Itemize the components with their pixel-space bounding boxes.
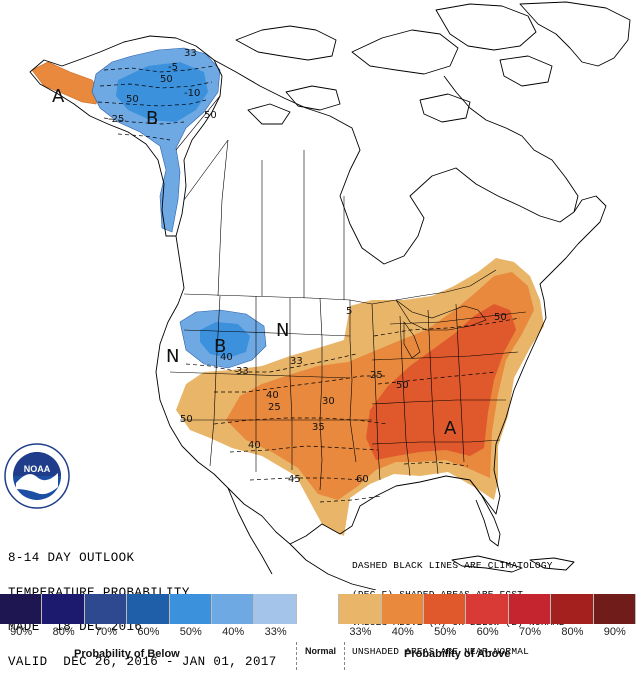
legend-swatch (296, 594, 340, 624)
region-letters: A B B N N A (52, 86, 457, 439)
legend-swatch (0, 594, 43, 624)
legend-percent-label: 70% (94, 626, 118, 638)
outlook-title-block: 8-14 DAY OUTLOOK TEMPERATURE PROBABILITY… (8, 530, 277, 680)
legend-percent-label: 40% (222, 626, 245, 638)
probability-legend-labels: 90% 80% 70% 60% 50% 40% 33% 33% 40% 50% 60% 70% 80% 9… (0, 626, 636, 640)
legend-separator (296, 642, 298, 670)
probability-color-bar (0, 594, 636, 624)
note-line: DASHED BLACK LINES ARE CLIMATOLOGY (352, 560, 553, 571)
contour-label: 5 (346, 306, 352, 317)
contour-label: 33 (184, 48, 197, 59)
legend-percent-label: 33% (264, 626, 287, 638)
legend-percent-label: 80% (52, 626, 75, 638)
legend-percent-label: 50% (179, 626, 202, 638)
normal-caption: Normal (305, 646, 337, 656)
contour-label: 30 (322, 396, 335, 407)
note-line: UNSHADED AREAS ARE NEAR-NORMAL (352, 645, 530, 657)
northwest-below-letter: B (214, 336, 226, 357)
legend-swatch (593, 594, 636, 624)
legend-percent-label: 33% (349, 626, 372, 638)
contour-label: 50 (204, 110, 217, 121)
legend-percent-label: 70% (518, 626, 542, 638)
west-normal-letter: N (166, 346, 179, 367)
contour-label: 25 (370, 370, 383, 381)
noaa-logo: NOAA (4, 443, 70, 509)
above-60-region (366, 304, 516, 460)
contour-label: 40 (266, 390, 279, 401)
probability-above-caption: Probability of Above (404, 648, 511, 660)
contour-label: 45 (288, 474, 301, 485)
contour-label: 50 (160, 74, 173, 85)
legend-percent-label: 50% (434, 626, 457, 638)
legend-percent-label: 60% (137, 626, 160, 638)
contour-label: 50 (180, 414, 193, 425)
legend-swatch (254, 594, 297, 624)
legend-swatch (339, 594, 382, 624)
legend-swatch (551, 594, 594, 624)
legend-swatch (212, 594, 255, 624)
contour-number-labels: 50 50 50 -5 -10 -25 33 40 33 33 40 25 30… (108, 48, 507, 485)
coastlines (29, 1, 631, 590)
legend-separator (344, 642, 346, 670)
contour-label: 33 (236, 366, 249, 377)
legend-percent-label: 90% (603, 626, 626, 638)
legend-swatch (84, 594, 128, 624)
valid-date-line: VALID DEC 26, 2016 - JAN 01, 2017 (8, 654, 277, 669)
alaska-below-core (116, 62, 208, 122)
east-above-letter: A (444, 418, 457, 439)
legend-swatch (466, 594, 509, 624)
contour-label: -5 (168, 62, 178, 73)
contour-label: 40 (248, 440, 261, 451)
legend-captions: Probability of Below Normal Probability … (0, 640, 636, 672)
legend-swatch (424, 594, 467, 624)
contour-label: 50 (494, 312, 507, 323)
legend-swatch (169, 594, 213, 624)
alaska-below-letter: B (146, 108, 158, 129)
contour-label: -25 (108, 114, 124, 125)
legend-percent-label: 40% (391, 626, 414, 638)
legend-percent-label: 60% (476, 626, 499, 638)
contour-label: 40 (220, 352, 233, 363)
noaa-logo-text: NOAA (24, 464, 51, 474)
contour-label: 35 (312, 422, 325, 433)
contour-label: 50 (126, 94, 139, 105)
north-normal-letter: N (276, 320, 289, 341)
legend-swatch (42, 594, 85, 624)
legend-swatch (381, 594, 425, 624)
made-date-line: MADE 18 DEC 2016 (8, 620, 143, 634)
legend-percent-label: 90% (10, 626, 33, 638)
title-line: 8-14 DAY OUTLOOK (8, 551, 135, 565)
contour-label: 33 (290, 356, 303, 367)
contour-label: 60 (356, 474, 369, 485)
contour-label: 50 (396, 380, 409, 391)
title-line: TEMPERATURE PROBABILITY (8, 585, 190, 600)
climatology-contours (97, 65, 521, 503)
legend-percent-label: 80% (561, 626, 584, 638)
political-borders (169, 95, 527, 491)
alaska-above-letter: A (52, 86, 65, 107)
outlook-map: 50 50 50 -5 -10 -25 33 40 33 33 40 25 30… (29, 1, 631, 590)
legend-swatch (508, 594, 552, 624)
legend-swatch (127, 594, 170, 624)
contour-label: -10 (184, 88, 200, 99)
contour-label: 25 (268, 402, 281, 413)
probability-below-caption: Probability of Below (74, 648, 180, 660)
